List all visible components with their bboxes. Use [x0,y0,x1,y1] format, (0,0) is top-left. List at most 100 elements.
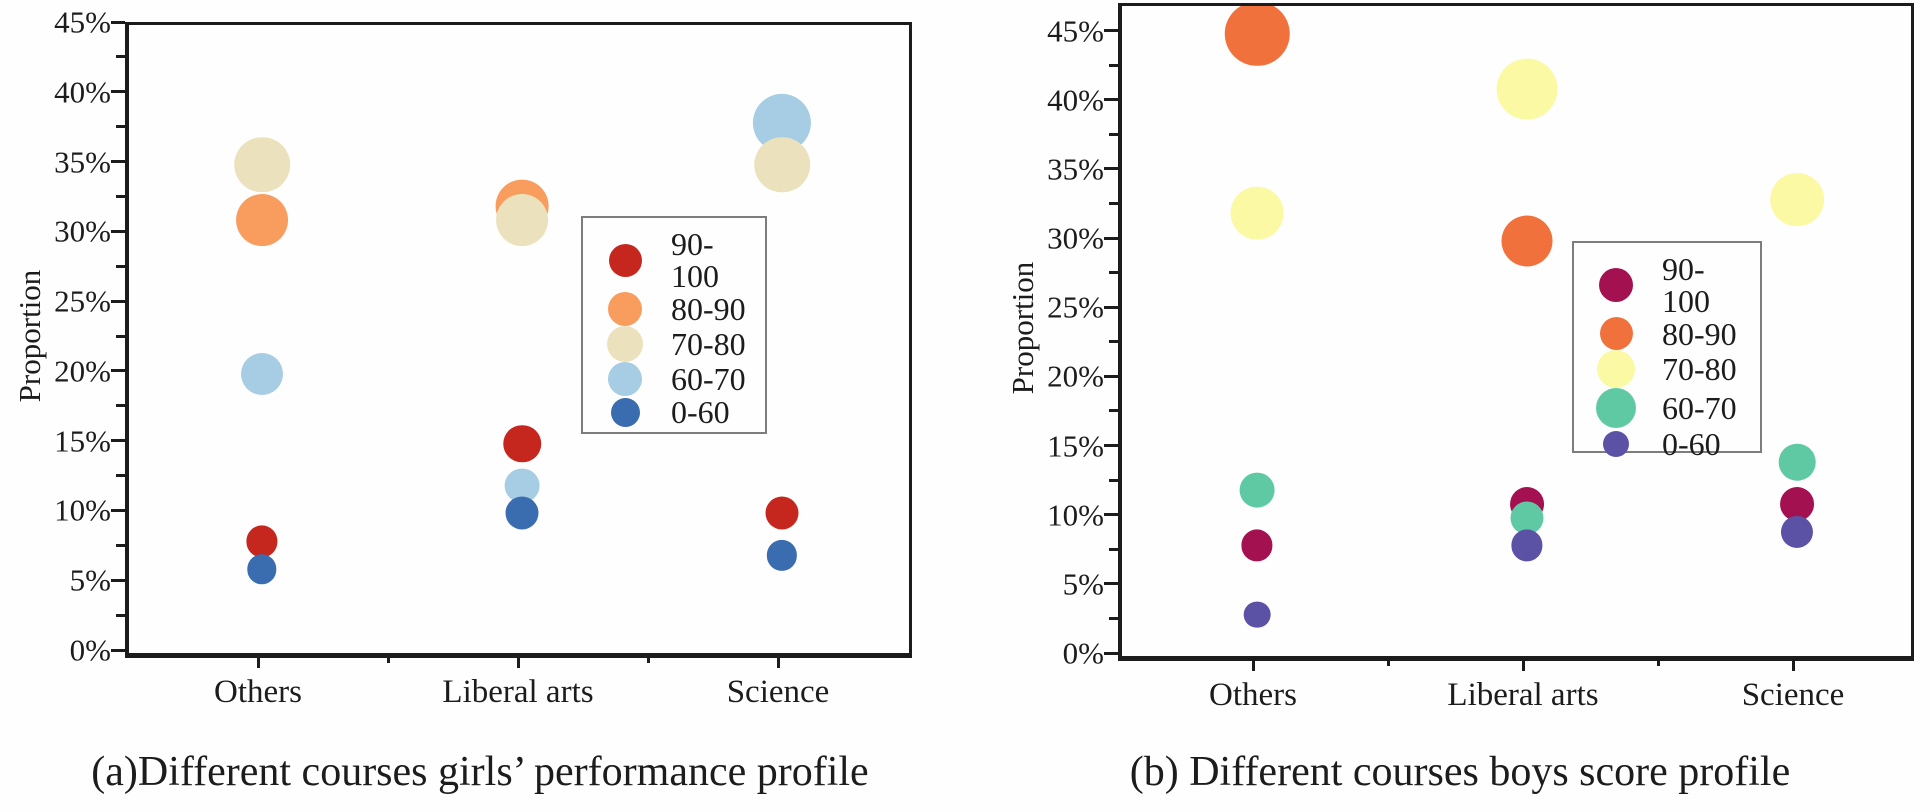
legend-label: 0-60 [1662,426,1721,462]
y-minor-tick [116,613,125,617]
y-minor-tick [116,334,125,338]
legend-label: 0-60 [671,394,730,430]
bubble-0-60-liberal-arts [505,496,539,530]
bubble-60-70-liberal-arts [1510,501,1544,535]
x-category-label: Science [1741,677,1845,713]
y-major-tick [1104,29,1118,33]
plot-area: 90-100 80-90 70-80 60-70 0-60 [1118,3,1914,661]
legend-row-70-80: 70-80 [1590,350,1752,388]
x-category-label: Others [1209,677,1297,713]
bubble-60-70-science [1778,444,1816,481]
x-minor-tick [1386,658,1390,666]
x-major-tick [776,655,780,668]
legend-row-0-60: 0-60 [1590,428,1752,460]
bubble-80-90-others [236,194,288,247]
legend-row-80-90: 80-90 [599,292,757,326]
y-major-tick [1104,444,1118,448]
legend-row-60-70: 60-70 [599,362,757,396]
y-minor-tick [1109,63,1118,67]
legend-label: 60-70 [671,361,746,397]
legend-row-0-60: 0-60 [599,396,757,428]
bubble-70-80-liberal-arts [496,194,548,247]
y-tick-label: 25% [1047,289,1104,325]
legend-swatch-90-100-icon [1599,268,1633,302]
legend-label: 60-70 [1662,390,1737,426]
y-major-tick [111,578,125,582]
x-minor-tick [646,655,650,663]
legend-swatch-cell [1590,350,1642,388]
plot-area: 90-100 80-90 70-80 60-70 0-60 [125,22,912,658]
x-major-tick [256,655,260,668]
legend-swatch-cell [599,292,651,326]
y-minor-tick [1109,409,1118,413]
y-tick-label: 30% [1047,220,1104,256]
legend-label: 70-80 [1662,351,1737,387]
legend-swatch-0-60-icon [1603,431,1629,457]
y-tick-label: 10% [1047,497,1104,533]
legend-swatch-60-70-icon [1596,388,1636,428]
y-tick-label: 35% [1047,151,1104,187]
y-minor-tick [116,543,125,547]
y-minor-tick [1109,616,1118,620]
bubble-80-90-others [1224,6,1290,66]
y-major-tick [1104,582,1118,586]
bubble-80-90-liberal-arts [1501,215,1553,267]
bubble-0-60-science [766,540,798,571]
x-category-label: Liberal arts [1447,677,1599,713]
bubble-90-100-others [1241,529,1273,561]
y-tick-label: 45% [1047,13,1104,49]
y-tick-label: 35% [54,144,111,180]
y-tick-label: 20% [1047,358,1104,394]
bubble-0-60-liberal-arts [1511,529,1543,561]
y-tick-label: 15% [1047,428,1104,464]
x-minor-tick [386,655,390,663]
legend-swatch-cell [599,397,651,427]
x-category-label: Others [214,674,302,710]
y-tick-label: 15% [54,423,111,459]
bubble-90-100-others [246,525,278,557]
y-major-tick [111,160,125,164]
y-minor-tick [116,404,125,408]
y-major-tick [111,229,125,233]
legend-swatch-0-60-icon [610,397,640,427]
legend-swatch-cell [1590,268,1642,302]
y-tick-label: 30% [54,213,111,249]
y-major-tick [1104,513,1118,517]
y-tick-label: 40% [54,74,111,110]
y-tick-label: 10% [54,492,111,528]
legend-swatch-80-90-icon [1599,317,1633,350]
y-major-tick [111,508,125,512]
y-minor-tick [1109,547,1118,551]
y-tick-label: 45% [54,4,111,40]
y-major-tick [1104,236,1118,240]
legend-swatch-cell [599,326,651,362]
y-major-tick [111,299,125,303]
bubble-60-70-others [241,352,283,395]
y-minor-tick [116,264,125,268]
bubble-70-80-science [754,136,810,193]
legend-label: 90-100 [671,226,719,294]
y-major-tick [1104,98,1118,102]
y-major-tick [111,90,125,94]
legend-swatch-70-80-icon [1597,350,1635,388]
legend-row-80-90: 80-90 [1590,317,1752,350]
legend-label: 80-90 [1662,315,1737,352]
y-minor-tick [116,125,125,129]
legend-swatch-80-90-icon [608,292,642,326]
legend: 90-100 80-90 70-80 60-70 0-60 [581,216,767,434]
x-minor-tick [1656,658,1660,666]
legend-row-60-70: 60-70 [1590,388,1752,428]
legend-label: 70-80 [671,326,746,362]
legend-row-90-100: 90-100 [1590,253,1752,317]
bubble-0-60-others [1243,601,1271,628]
y-tick-label: 5% [1062,566,1104,602]
y-minor-tick [1109,271,1118,275]
legend-swatch-90-100-icon [608,243,642,277]
chart-caption: (a)Different courses girls’ performance … [91,749,869,795]
y-minor-tick [1109,202,1118,206]
y-minor-tick [1109,340,1118,344]
bubble-90-100-science [765,496,799,530]
bubble-90-100-liberal-arts [503,424,541,463]
legend-row-70-80: 70-80 [599,326,757,362]
